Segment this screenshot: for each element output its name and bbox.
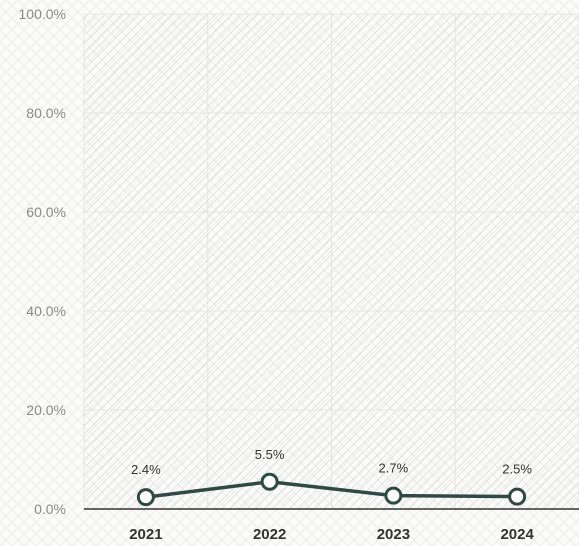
y-tick-label: 100.0% bbox=[19, 6, 66, 22]
data-label: 2.5% bbox=[502, 462, 532, 477]
y-tick-label: 40.0% bbox=[26, 303, 66, 319]
data-point bbox=[508, 487, 527, 506]
x-tick-label: 2024 bbox=[500, 526, 534, 543]
x-tick-label: 2022 bbox=[253, 526, 286, 543]
grid-layer bbox=[83, 13, 579, 510]
data-label: 2.4% bbox=[131, 462, 161, 477]
y-tick-label: 20.0% bbox=[26, 402, 66, 418]
data-label-layer: 2.4% 5.5% 2.7% 2.5% bbox=[131, 447, 532, 477]
data-label: 5.5% bbox=[255, 447, 285, 462]
y-axis-ticks: 0.0% 20.0% 40.0% 60.0% 80.0% 100.0% bbox=[19, 6, 66, 517]
y-tick-label: 60.0% bbox=[26, 204, 66, 220]
data-point bbox=[136, 488, 155, 507]
series-layer bbox=[136, 472, 527, 507]
data-point bbox=[260, 472, 279, 491]
data-label: 2.7% bbox=[379, 461, 409, 476]
x-axis-ticks: 2021 2022 2023 2024 bbox=[129, 526, 534, 543]
y-tick-label: 80.0% bbox=[26, 105, 66, 121]
y-tick-label: 0.0% bbox=[34, 501, 66, 517]
x-tick-label: 2023 bbox=[377, 526, 410, 543]
series-line bbox=[145, 480, 518, 499]
x-tick-label: 2021 bbox=[129, 526, 162, 543]
data-point bbox=[384, 486, 403, 505]
